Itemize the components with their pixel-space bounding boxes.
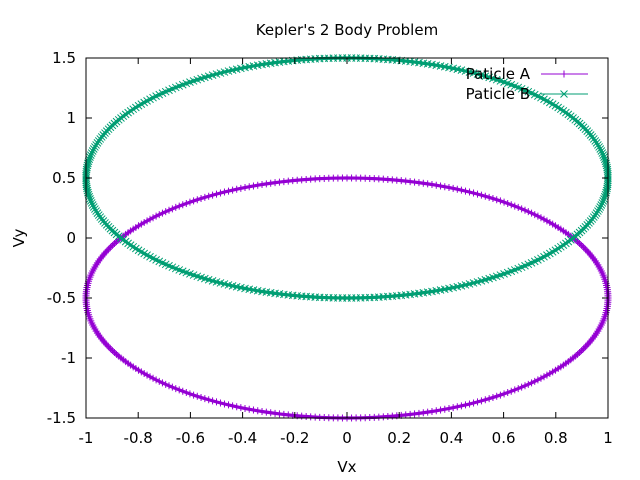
legend-marker (560, 90, 568, 98)
x-tick-label: 0.6 (492, 429, 516, 447)
legend-marker (560, 70, 568, 78)
y-axis-label: Vy (10, 229, 28, 248)
x-tick-label: -1 (79, 429, 94, 447)
x-tick-label: 0.8 (544, 429, 568, 447)
legend-entry-2: Paticle B (466, 85, 588, 103)
x-tick-label: -0.2 (280, 429, 309, 447)
y-tick-label: 1.5 (52, 49, 76, 67)
legend-label: Paticle A (466, 65, 531, 83)
y-tick-label: 0 (66, 229, 76, 247)
legend-label: Paticle B (466, 85, 530, 103)
x-tick-label: 0 (342, 429, 352, 447)
chart-title: Kepler's 2 Body Problem (256, 21, 438, 39)
y-tick-label: -1 (61, 349, 76, 367)
plot-frame (85, 57, 609, 419)
series-layer (82, 54, 612, 422)
legend-entry-1: Paticle A (466, 65, 588, 83)
y-tick-label: 0.5 (52, 169, 76, 187)
x-tick-label: -0.4 (228, 429, 257, 447)
y-tick-label: -1.5 (47, 409, 76, 427)
x-tick-label: -0.8 (124, 429, 153, 447)
x-tick-label: -0.6 (176, 429, 205, 447)
x-tick-label: 0.4 (439, 429, 463, 447)
x-axis-label: Vx (337, 458, 356, 476)
y-tick-label: 1 (66, 109, 76, 127)
legend: Paticle A Paticle B (466, 65, 588, 103)
y-tick-label: -0.5 (47, 289, 76, 307)
axes-layer: -1 -0.8 -0.6 -0.4 -0.2 0 0.2 0.4 0.6 0.8 1-1.5-1-0… (47, 49, 613, 447)
x-tick-label: 1 (603, 429, 613, 447)
x-tick-label: 0.2 (387, 429, 411, 447)
